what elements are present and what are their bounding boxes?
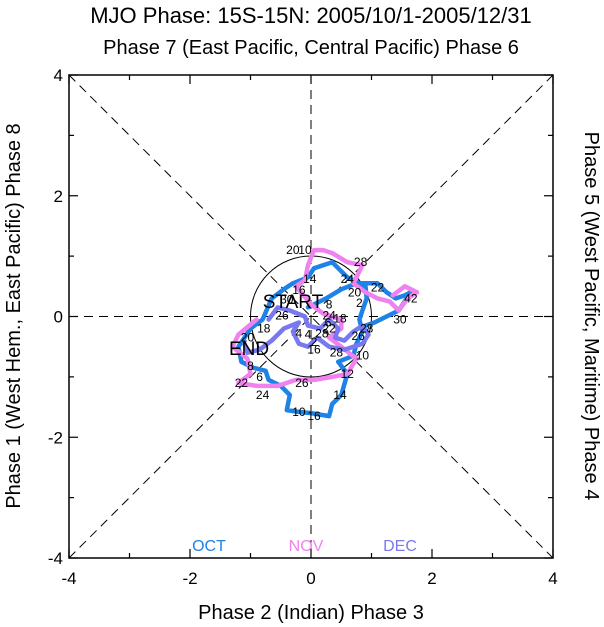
y-tick-label: -2 <box>48 428 63 447</box>
day-label: 26 <box>352 329 366 343</box>
day-label: 16 <box>307 343 321 357</box>
day-label: 12 <box>341 367 355 381</box>
day-label: 22 <box>371 281 385 295</box>
day-label: 2 <box>311 335 318 349</box>
day-label: 22 <box>322 322 336 336</box>
day-label: 8 <box>326 297 333 311</box>
series-line-dec <box>242 305 371 355</box>
right-phase-label: Phase 5 (West Pacific, Maritime) Phase 4 <box>580 132 602 501</box>
day-label: 42 <box>404 291 418 305</box>
day-label: 22 <box>235 376 249 390</box>
legend-nov: NOV <box>289 538 324 555</box>
day-label: 18 <box>333 311 347 325</box>
x-tick-label: -2 <box>182 569 197 588</box>
y-tick-label: -4 <box>48 549 63 568</box>
day-label: 28 <box>360 322 374 336</box>
start-label: START <box>263 292 324 313</box>
day-label: 8 <box>247 359 254 373</box>
day-label: 16 <box>292 283 306 297</box>
bottom-phase-label: Phase 2 (Indian) Phase 3 <box>198 602 424 624</box>
day-label: 4 <box>296 326 303 340</box>
day-label: 28 <box>330 346 344 360</box>
day-label: 18 <box>257 322 271 336</box>
diagonal-line <box>68 74 554 559</box>
day-label: 10 <box>298 243 312 257</box>
day-label: 20 <box>348 285 362 299</box>
day-label: 4 <box>305 328 312 342</box>
x-tick-label: 2 <box>427 569 436 588</box>
x-tick-label: 4 <box>548 569 557 588</box>
day-label: 6 <box>256 370 263 384</box>
legend-dec: DEC <box>383 538 417 555</box>
chart-title: MJO Phase: 15S-15N: 2005/10/1-2005/12/31 <box>90 3 532 28</box>
day-label: 24 <box>256 388 270 402</box>
series-line-nov <box>230 247 420 389</box>
day-label: 28 <box>315 326 329 340</box>
y-tick-label: 0 <box>54 308 63 327</box>
day-label: 30 <box>280 293 294 307</box>
day-label: 30 <box>393 313 407 327</box>
day-label: 20 <box>241 331 255 345</box>
plot-area: -4 -2 0 2 4-4-202430282610121416102468182422… <box>48 66 558 588</box>
x-tick-label: 0 <box>306 569 315 588</box>
legend-oct: OCT <box>192 538 226 555</box>
day-label: 14 <box>303 272 317 286</box>
end-label: END <box>229 339 269 360</box>
top-phase-label: Phase 7 (East Pacific, Central Pacific) … <box>103 37 519 59</box>
day-label: 14 <box>333 388 347 402</box>
y-tick-label: 2 <box>54 187 63 206</box>
day-label: 6 <box>325 316 332 330</box>
day-label: 2 <box>356 296 363 310</box>
y-tick-label: 4 <box>54 66 63 85</box>
day-label: 24 <box>322 308 336 322</box>
day-label: 24 <box>341 272 355 286</box>
diagonal-line <box>68 74 554 559</box>
day-label: 26 <box>295 376 309 390</box>
day-label: 28 <box>354 255 368 269</box>
left-phase-label: Phase 1 (West Hem., East Pacific) Phase … <box>3 123 25 508</box>
day-label: 10 <box>356 349 370 363</box>
day-label: 10 <box>292 405 306 419</box>
x-tick-label: -4 <box>61 569 76 588</box>
day-label: 16 <box>307 409 321 423</box>
day-label: 26 <box>275 308 289 322</box>
day-label: 20 <box>286 243 300 257</box>
